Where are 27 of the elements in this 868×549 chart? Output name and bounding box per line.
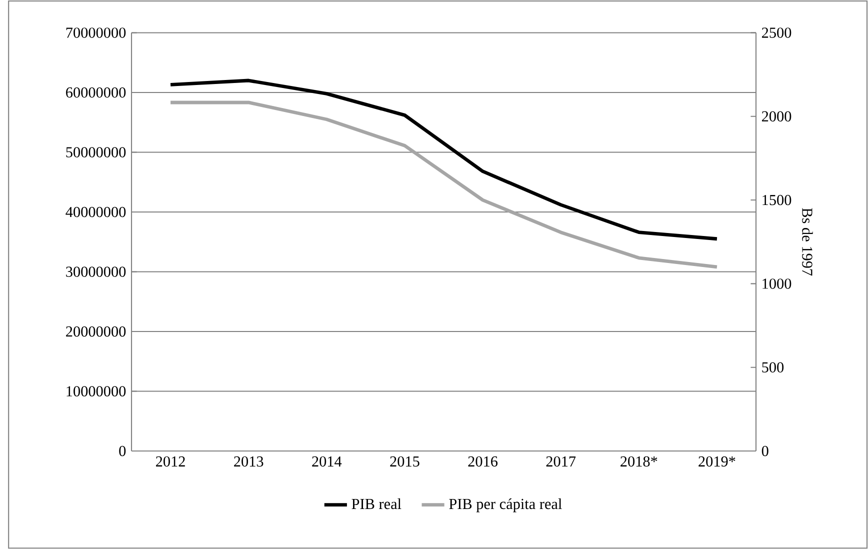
y-tick-label: 40000000: [66, 206, 126, 218]
x-tick-label: 2014: [312, 456, 342, 467]
y-tick-label: 10000000: [66, 386, 126, 396]
y2-tick-label: 2000: [762, 111, 792, 122]
x-tick-label: 2012: [156, 456, 185, 467]
y2-tick-label: 500: [762, 362, 784, 372]
line-series: [168, 100, 719, 269]
y-tick-label: 30000000: [66, 266, 126, 277]
y-tick-label: 0: [119, 446, 126, 456]
x-tick-label: 2013: [234, 456, 264, 467]
y2-tick-label: 1500: [762, 194, 792, 206]
x-tick-label: 2019*: [698, 456, 736, 467]
y-tick-label: 20000000: [66, 326, 126, 337]
y-tick-label: 60000000: [66, 87, 126, 98]
line-series: [168, 78, 719, 241]
x-tick-label: 2018*: [620, 456, 658, 467]
y2-tick-label: 2500: [762, 28, 792, 38]
x-tick-label: 2017: [546, 456, 576, 467]
y2-tick-label: 0: [762, 446, 768, 456]
y-tick-label: 70000000: [66, 28, 126, 38]
y-tick-label: 50000000: [66, 147, 126, 158]
legend-label: PIB real: [352, 498, 402, 510]
y2-tick-label: 1000: [762, 278, 792, 289]
y2-axis-title: Bs de 1997: [802, 208, 813, 276]
x-tick-label: 2015: [390, 456, 420, 467]
legend-label: PIB per cápita real: [449, 498, 562, 512]
x-tick-label: 2016: [468, 456, 498, 467]
